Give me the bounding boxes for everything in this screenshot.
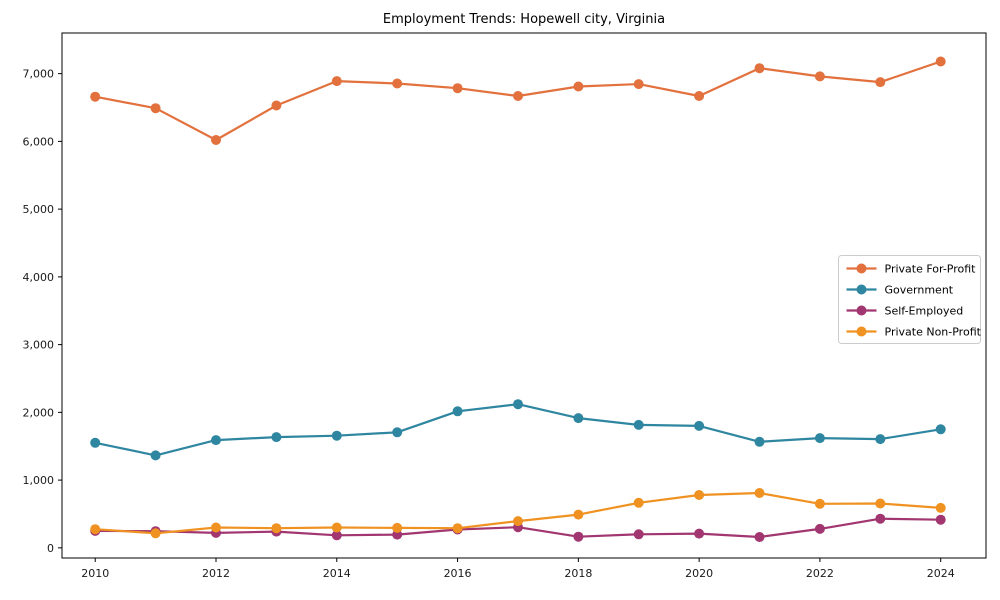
- y-axis-tick-label: 3,000: [23, 339, 55, 352]
- data-point-government-2016: [452, 406, 463, 417]
- data-point-private-non-profit-2016: [452, 523, 463, 534]
- legend-swatch-marker-private-non-profit: [856, 326, 867, 337]
- data-point-self-employed-2022: [814, 523, 825, 534]
- data-point-government-2015: [392, 427, 403, 438]
- legend-label-private-for-profit: Private For-Profit: [885, 263, 977, 276]
- data-point-private-for-profit-2015: [392, 78, 403, 89]
- legend-swatch-marker-private-for-profit: [856, 263, 867, 274]
- y-axis-tick-label: 5,000: [23, 203, 55, 216]
- data-point-self-employed-2024: [935, 514, 946, 525]
- data-point-private-non-profit-2018: [573, 509, 584, 520]
- x-axis-tick-label: 2014: [323, 567, 351, 580]
- data-point-private-non-profit-2023: [875, 498, 886, 509]
- data-point-private-for-profit-2016: [452, 83, 463, 94]
- y-axis-tick-label: 4,000: [23, 271, 55, 284]
- x-axis-tick-label: 2016: [444, 567, 472, 580]
- legend: Private For-Profit Government Self-Employe…: [838, 255, 982, 344]
- x-axis-tick-label: 2018: [564, 567, 592, 580]
- data-point-private-for-profit-2023: [875, 77, 886, 88]
- data-point-government-2023: [875, 434, 886, 445]
- data-point-government-2013: [271, 432, 282, 443]
- data-point-self-employed-2019: [633, 529, 644, 540]
- data-point-private-non-profit-2014: [331, 522, 342, 533]
- data-point-government-2017: [513, 399, 523, 410]
- x-axis-tick-label: 2020: [685, 567, 713, 580]
- data-point-private-for-profit-2017: [513, 91, 523, 101]
- x-axis-tick-label: 2010: [81, 567, 109, 580]
- data-point-government-2014: [331, 430, 342, 441]
- data-point-government-2021: [754, 436, 765, 447]
- chart-title: Employment Trends: Hopewell city, Virgin…: [382, 12, 666, 27]
- data-point-private-non-profit-2020: [694, 490, 705, 500]
- data-point-private-for-profit-2011: [150, 103, 161, 114]
- y-axis-tick-label: 7,000: [23, 68, 55, 81]
- data-point-private-non-profit-2012: [211, 522, 221, 533]
- data-point-private-non-profit-2024: [935, 502, 946, 513]
- data-point-self-employed-2023: [875, 513, 886, 524]
- plot-frame: [61, 32, 987, 559]
- data-point-private-non-profit-2021: [754, 488, 765, 498]
- data-point-government-2024: [935, 424, 946, 435]
- data-point-private-for-profit-2018: [573, 81, 584, 92]
- y-axis-tick-label: 0: [47, 542, 54, 555]
- legend-box: [838, 255, 981, 344]
- data-point-government-2018: [573, 413, 584, 424]
- legend-swatch-marker-government: [856, 284, 867, 295]
- legend-swatch-marker-self-employed: [856, 305, 867, 316]
- data-point-private-for-profit-2014: [331, 76, 342, 87]
- series-line-government: [94, 403, 941, 457]
- data-point-self-employed-2018: [573, 531, 584, 542]
- data-point-private-for-profit-2021: [754, 63, 765, 74]
- data-point-government-2011: [150, 450, 161, 461]
- data-point-private-non-profit-2015: [392, 522, 403, 533]
- data-point-private-non-profit-2013: [271, 523, 282, 534]
- data-point-private-non-profit-2022: [814, 498, 825, 509]
- data-point-government-2022: [814, 433, 825, 444]
- data-point-private-non-profit-2011: [150, 528, 161, 539]
- data-point-private-for-profit-2012: [211, 135, 221, 145]
- data-point-government-2012: [211, 435, 221, 446]
- data-point-private-non-profit-2017: [513, 516, 523, 527]
- data-point-government-2010: [90, 437, 101, 448]
- y-axis-tick-label: 1,000: [23, 474, 55, 487]
- data-point-self-employed-2014: [331, 530, 342, 541]
- x-axis-tick-label: 2022: [806, 567, 834, 580]
- data-point-private-for-profit-2022: [814, 71, 825, 82]
- data-point-private-non-profit-2019: [633, 497, 644, 508]
- legend-label-self-employed: Self-Employed: [885, 305, 964, 318]
- data-point-government-2019: [633, 419, 644, 430]
- y-axis-tick-label: 2,000: [23, 406, 55, 419]
- x-axis-tick-label: 2024: [927, 567, 955, 580]
- y-axis-tick-label: 6,000: [23, 135, 55, 148]
- data-point-private-for-profit-2010: [90, 91, 101, 102]
- x-axis-tick-label: 2012: [202, 567, 230, 580]
- data-point-private-for-profit-2024: [935, 56, 946, 67]
- data-point-private-for-profit-2020: [694, 91, 705, 101]
- data-point-self-employed-2020: [694, 528, 705, 539]
- data-point-private-for-profit-2019: [633, 79, 644, 90]
- legend-label-government: Government: [885, 284, 954, 297]
- legend-label-private-non-profit: Private Non-Profit: [885, 326, 982, 339]
- data-point-government-2020: [694, 420, 705, 431]
- data-point-self-employed-2021: [754, 532, 765, 542]
- data-point-private-for-profit-2013: [271, 100, 282, 111]
- data-point-private-non-profit-2010: [90, 524, 101, 535]
